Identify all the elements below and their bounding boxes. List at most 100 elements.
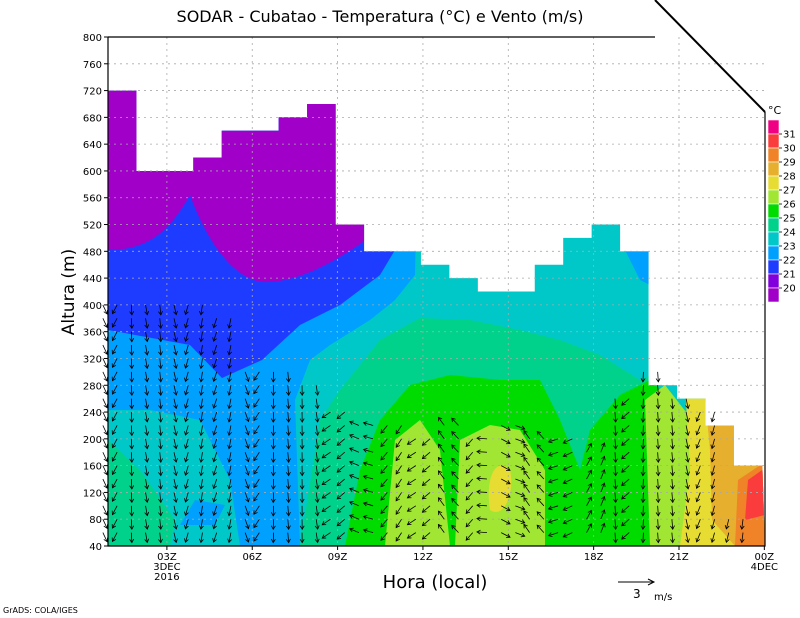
wind-arrow-shaft [102,532,108,542]
wind-arrow-shaft [213,519,218,529]
wind-arrow-shaft [380,478,388,487]
wind-arrow-head [406,467,412,472]
wind-arrow [314,398,320,410]
wind-arrow-head [212,524,217,530]
wind-arrow [285,438,291,450]
wind-arrow [184,452,189,463]
wind-arrow-head [111,430,117,435]
wind-arrow-head [336,428,342,433]
wind-arrow-head [321,440,327,445]
wind-arrow-head [184,444,189,450]
wind-arrow-head [465,482,471,488]
wind-arrow-shaft [244,438,249,449]
wind-arrow-head [111,470,117,476]
wind-arrow-head [144,337,150,343]
wind-arrow-head [476,516,481,522]
wind-arrow [655,519,661,530]
wind-arrow [227,452,232,463]
wind-arrow [710,519,716,530]
wind-arrow [227,438,232,450]
wind-arrow-head [406,534,412,539]
wind-arrow-shaft [173,492,177,503]
wind-arrow-shaft [563,492,573,498]
wind-arrow-head [655,525,661,530]
wind-arrow [547,518,559,524]
wind-arrow-head [199,498,204,504]
wind-arrow-shaft [725,532,730,543]
wind-arrow-head [601,482,606,488]
wind-arrow-head [245,484,250,490]
wind-arrow-head [349,527,354,533]
wind-arrow-shaft [112,318,118,328]
wind-arrow [621,465,630,473]
wind-arrow-head [285,458,291,463]
wind-arrow-shaft [621,532,630,540]
wind-arrow-head [562,533,568,538]
wind-arrow-head [520,465,526,471]
wind-arrow [640,492,646,504]
wind-arrow [314,411,320,423]
wind-arrow-shaft [244,452,249,462]
wind-arrow [173,398,178,410]
wind-arrow-head [299,471,305,477]
wind-arrow-shaft [548,518,559,523]
wind-arrow-shaft [465,465,474,474]
wind-arrow-shaft [642,412,644,423]
wind-arrow-head [451,457,456,463]
wind-arrow-shaft [159,345,162,356]
wind-arrow [695,465,701,476]
wind-arrow-shaft [130,519,133,530]
wind-arrow-head [144,351,150,356]
wind-arrow-shaft [711,492,715,503]
wind-arrow-shaft [253,518,260,528]
wind-arrow-head [476,462,481,468]
wind-arrow [536,497,545,507]
wind-arrow-shaft [200,371,203,382]
wind-arrow-shaft [380,465,388,474]
colorbar-divider [654,0,766,113]
wind-arrow-shaft [315,425,319,436]
wind-arrow-shaft [112,344,118,355]
wind-arrow-shaft [657,465,659,476]
colorbar-label: 29 [783,158,796,169]
wind-arrow [158,492,163,504]
wind-arrow-shaft [200,425,203,436]
wind-arrow-head [129,458,135,463]
wind-arrow-shaft [407,532,417,539]
wind-arrow-head [336,454,342,460]
wind-arrow [199,398,204,410]
wind-arrow [406,465,417,472]
wind-arrow-shaft [130,304,133,315]
wind-arrow-head [465,495,471,501]
wind-arrow-shaft [173,478,177,489]
wind-arrow [349,447,360,453]
wind-arrow-shaft [407,478,417,485]
wind-arrow-shaft [407,438,417,445]
wind-arrow [536,430,545,440]
wind-arrow-head [173,458,178,463]
wind-arrow [621,411,630,420]
wind-arrow [227,532,232,544]
wind-arrow [336,518,345,527]
wind-arrow-shaft [363,422,374,426]
colorbar-segment [767,189,780,205]
wind-arrow-shaft [614,492,617,503]
wind-arrow [421,465,431,473]
wind-arrow-head [144,310,150,316]
wind-arrow-head [640,512,646,517]
wind-arrow-shaft [548,492,559,496]
wind-arrow [158,358,163,370]
wind-arrow [270,479,276,490]
wind-arrow-head [621,441,626,446]
wind-arrow-shaft [112,438,118,448]
wind-arrow-head [321,480,327,486]
wind-arrow [621,478,630,487]
colorbar-unit: °C [768,104,782,117]
wind-arrow-head [437,416,443,422]
wind-arrow [380,505,388,515]
wind-arrow-head [314,404,320,410]
wind-arrow-shaft [200,438,203,449]
wind-arrow [227,465,232,477]
wind-arrow-head [536,484,542,489]
wind-arrow-head [270,431,276,437]
